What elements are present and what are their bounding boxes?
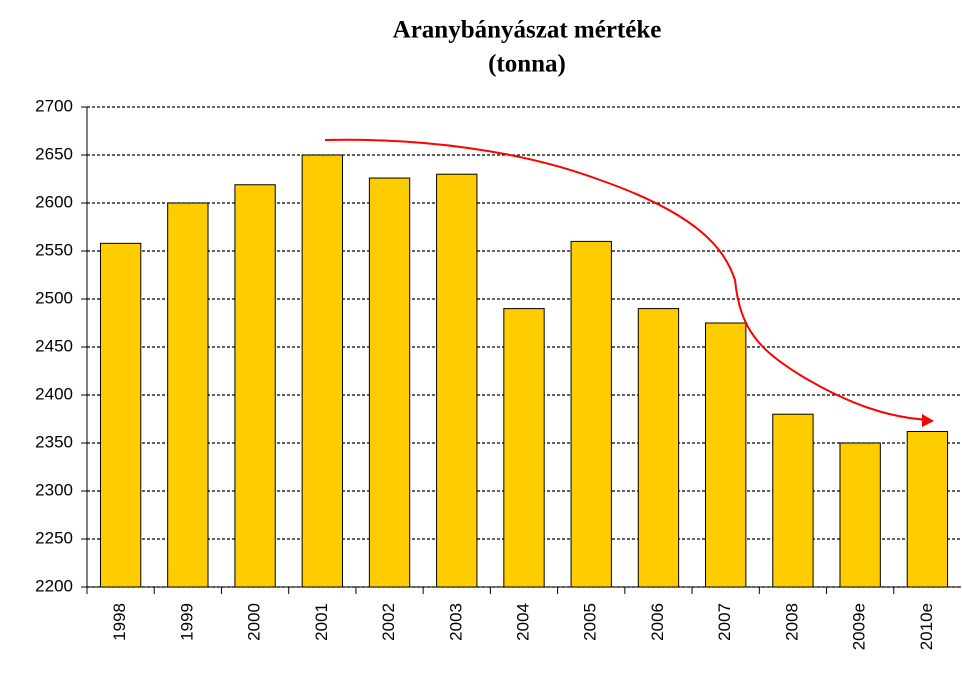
trend-arrow xyxy=(324,138,931,421)
y-tick-label: 2200 xyxy=(35,576,73,595)
y-tick-label: 2250 xyxy=(35,528,73,547)
x-tick-label: 2006 xyxy=(648,603,667,641)
y-tick-label: 2450 xyxy=(35,336,73,355)
x-tick-label: 2004 xyxy=(513,603,532,641)
bar xyxy=(99,242,142,588)
chart-subtitle: (tonna) xyxy=(488,51,566,78)
y-tick-label: 2350 xyxy=(35,432,73,451)
y-tick-label: 2300 xyxy=(35,480,73,499)
bar xyxy=(368,177,411,588)
y-tick-label: 2500 xyxy=(35,288,73,307)
x-tick-label: 2003 xyxy=(446,603,465,641)
bar xyxy=(906,430,949,588)
bar xyxy=(772,413,814,588)
x-tick-label: 1999 xyxy=(177,603,196,641)
bar xyxy=(436,173,478,588)
y-tick-label: 2550 xyxy=(35,240,73,259)
y-tick-label: 2700 xyxy=(35,96,73,115)
x-tick-label: 2010e xyxy=(917,603,936,650)
bar xyxy=(839,442,881,588)
bar xyxy=(234,184,276,588)
y-tick-label: 2400 xyxy=(35,384,73,403)
x-tick-label: 2005 xyxy=(581,603,600,641)
x-tick-label: 2009e xyxy=(850,603,869,650)
y-tick-label: 2600 xyxy=(35,192,73,211)
chart-title: Aranybányászat mértéke xyxy=(393,17,662,44)
y-tick-label: 2650 xyxy=(35,144,73,163)
x-tick-label: 2008 xyxy=(782,603,801,641)
trend-arrow-head xyxy=(922,414,934,427)
bar xyxy=(705,322,747,588)
bar xyxy=(301,154,343,588)
bar xyxy=(167,202,209,588)
x-tick-label: 2007 xyxy=(715,603,734,641)
bar xyxy=(637,308,680,588)
bar xyxy=(503,308,545,588)
x-tick-label: 1998 xyxy=(110,603,129,641)
x-tick-label: 2001 xyxy=(312,603,331,641)
x-tick-label: 2000 xyxy=(245,603,264,641)
x-tick-label: 2002 xyxy=(379,603,398,641)
bar xyxy=(570,240,612,588)
